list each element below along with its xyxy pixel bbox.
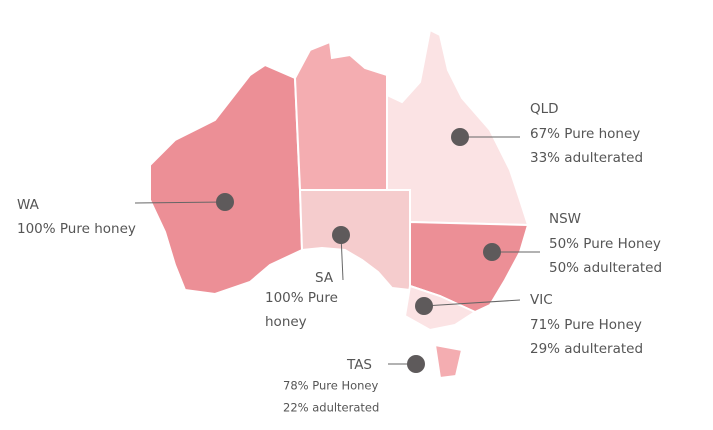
region-name: TAS [346, 357, 372, 373]
region-text: 50% Pure Honey [549, 236, 661, 252]
marker [216, 193, 234, 211]
state-wa [149, 63, 304, 296]
region-name: QLD [530, 101, 559, 117]
region-name: VIC [530, 292, 553, 308]
marker [407, 355, 425, 373]
state-vic [403, 284, 478, 332]
marker [483, 243, 501, 261]
region-text: 100% Pure [265, 290, 338, 306]
region-name: SA [315, 270, 334, 286]
region-text: 22% adulterated [283, 401, 379, 415]
region-text: 78% Pure Honey [283, 379, 378, 393]
region-text: honey [265, 314, 307, 330]
region-text: 100% Pure honey [17, 221, 136, 237]
region-text: 67% Pure honey [530, 126, 640, 142]
region-text: 71% Pure Honey [530, 317, 642, 333]
leader-line [134, 201, 226, 204]
marker [332, 226, 350, 244]
region-text: 33% adulterated [530, 150, 643, 166]
leader-line [423, 299, 521, 307]
state-tas [433, 343, 464, 380]
region-text: 50% adulterated [549, 260, 662, 276]
region-text: 29% adulterated [530, 341, 643, 357]
region-name: NSW [549, 211, 581, 227]
region-name: WA [17, 197, 40, 213]
marker [451, 128, 469, 146]
state-nt [293, 40, 388, 191]
marker [415, 297, 433, 315]
